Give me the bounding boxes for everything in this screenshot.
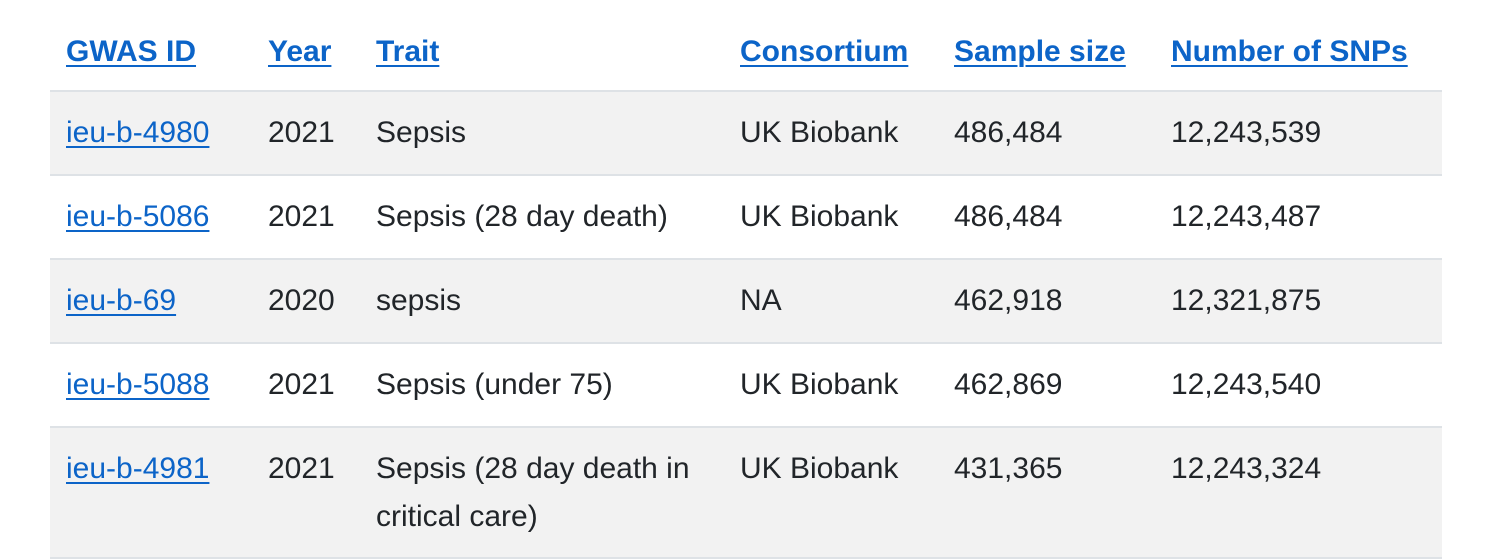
header-consortium: Consortium xyxy=(724,0,938,92)
cell-consortium: UK Biobank xyxy=(740,452,899,485)
header-trait: Trait xyxy=(360,0,724,92)
table-header: GWAS ID Year Trait Consortium Sample siz… xyxy=(50,0,1442,92)
sort-consortium-link[interactable]: Consortium xyxy=(740,35,909,68)
cell-gwas-id: ieu-b-4980 xyxy=(50,91,252,175)
sort-trait-link[interactable]: Trait xyxy=(376,35,440,68)
table-row: ieu-b-5088 2021 Sepsis (under 75) UK Bio… xyxy=(50,343,1442,427)
cell-gwas-id: ieu-b-5088 xyxy=(50,343,252,427)
cell-gwas-id: ieu-b-5086 xyxy=(50,175,252,259)
cell-gwas-id: ieu-b-69 xyxy=(50,259,252,343)
cell-number-of-snps: 12,243,540 xyxy=(1171,368,1322,401)
cell-number-of-snps: 12,243,487 xyxy=(1171,200,1322,233)
header-sample-size: Sample size xyxy=(938,0,1155,92)
cell-year: 2020 xyxy=(268,284,335,317)
cell-consortium: UK Biobank xyxy=(740,368,899,401)
cell-consortium: NA xyxy=(740,284,782,317)
cell-sample-size: 431,365 xyxy=(954,452,1063,485)
cell-number-of-snps: 12,321,875 xyxy=(1171,284,1322,317)
table-body: ieu-b-4980 2021 Sepsis UK Biobank 486,48… xyxy=(50,91,1442,558)
table-row: ieu-b-4980 2021 Sepsis UK Biobank 486,48… xyxy=(50,91,1442,175)
gwas-id-link[interactable]: ieu-b-69 xyxy=(66,284,177,317)
cell-trait: Sepsis (28 day death) xyxy=(376,200,668,233)
sort-gwas-id-link[interactable]: GWAS ID xyxy=(66,35,197,68)
sort-number-of-snps-link[interactable]: Number of SNPs xyxy=(1171,35,1408,68)
cell-number-of-snps: 12,243,539 xyxy=(1171,116,1322,149)
cell-sample-size: 486,484 xyxy=(954,116,1063,149)
gwas-id-link[interactable]: ieu-b-4981 xyxy=(66,452,210,485)
cell-sample-size: 486,484 xyxy=(954,200,1063,233)
cell-trait: Sepsis (under 75) xyxy=(376,368,613,401)
cell-trait: Sepsis (28 day death in critical care) xyxy=(376,452,690,533)
sort-sample-size-link[interactable]: Sample size xyxy=(954,35,1126,68)
cell-year: 2021 xyxy=(268,368,335,401)
cell-sample-size: 462,869 xyxy=(954,368,1063,401)
header-row: GWAS ID Year Trait Consortium Sample siz… xyxy=(50,0,1442,92)
cell-sample-size: 462,918 xyxy=(954,284,1063,317)
gwas-results-table: GWAS ID Year Trait Consortium Sample siz… xyxy=(50,0,1442,559)
cell-gwas-id: ieu-b-4981 xyxy=(50,427,252,558)
table-row: ieu-b-5086 2021 Sepsis (28 day death) UK… xyxy=(50,175,1442,259)
gwas-id-link[interactable]: ieu-b-4980 xyxy=(66,116,210,149)
cell-consortium: UK Biobank xyxy=(740,200,899,233)
gwas-results-table-container: GWAS ID Year Trait Consortium Sample siz… xyxy=(50,0,1442,559)
header-number-of-snps: Number of SNPs xyxy=(1155,0,1442,92)
gwas-id-link[interactable]: ieu-b-5088 xyxy=(66,368,210,401)
cell-year: 2021 xyxy=(268,452,335,485)
cell-trait: sepsis xyxy=(376,284,462,317)
cell-number-of-snps: 12,243,324 xyxy=(1171,452,1322,485)
cell-trait: Sepsis xyxy=(376,116,467,149)
cell-year: 2021 xyxy=(268,116,335,149)
gwas-id-link[interactable]: ieu-b-5086 xyxy=(66,200,210,233)
header-gwas-id: GWAS ID xyxy=(50,0,252,92)
cell-year: 2021 xyxy=(268,200,335,233)
table-row: ieu-b-69 2020 sepsis NA 462,918 12,321,8… xyxy=(50,259,1442,343)
table-row: ieu-b-4981 2021 Sepsis (28 day death in … xyxy=(50,427,1442,558)
sort-year-link[interactable]: Year xyxy=(268,35,332,68)
cell-consortium: UK Biobank xyxy=(740,116,899,149)
header-year: Year xyxy=(252,0,360,92)
